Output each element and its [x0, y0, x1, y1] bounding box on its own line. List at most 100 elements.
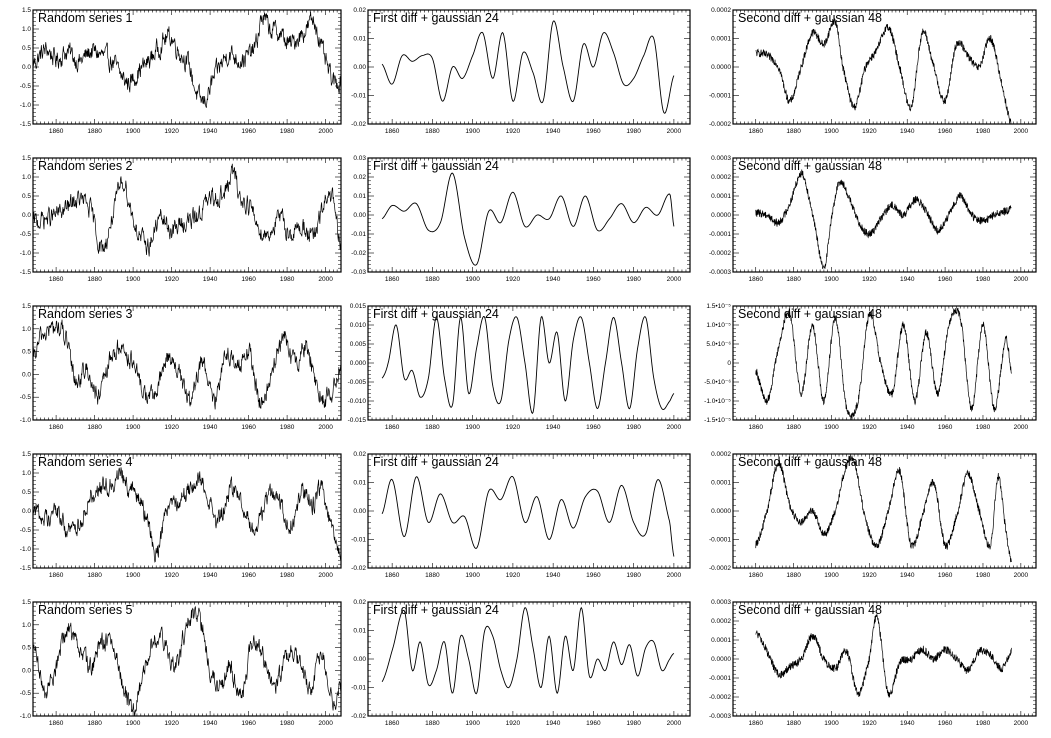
- panel-title: Second diff + gaussian 48: [738, 307, 882, 321]
- y-tick-label: 1.5: [22, 451, 31, 458]
- x-tick-label: 1860: [748, 128, 763, 135]
- y-tick-label: 0.5: [22, 489, 31, 496]
- x-tick-label: 1900: [824, 424, 839, 431]
- y-tick-label: 1.0: [22, 622, 31, 629]
- x-tick-label: 1880: [786, 424, 801, 431]
- x-tick-label: 2000: [667, 572, 682, 579]
- x-tick-label: 1920: [506, 276, 521, 283]
- y-tick-label: 0.0000: [711, 212, 731, 219]
- y-tick-label: -0.5: [20, 527, 32, 534]
- chart-panel-4-1: 1860 1880 1900 1920 1940 1960 1980 2000 -1.5 -1.0…: [20, 451, 342, 579]
- y-tick-label: 0.0002: [711, 618, 731, 625]
- x-tick-label: 1940: [203, 720, 218, 727]
- x-tick-label: 1880: [87, 276, 102, 283]
- y-tick-label: 1.0: [22, 326, 31, 333]
- x-tick-label: 1900: [824, 720, 839, 727]
- x-tick-label: 1920: [862, 572, 877, 579]
- y-tick-label: 0.01: [353, 480, 366, 487]
- y-tick-label: 0.0000: [711, 656, 731, 663]
- x-tick-label: 1880: [786, 128, 801, 135]
- x-tick-label: 1900: [824, 128, 839, 135]
- x-tick-label: 1960: [586, 424, 601, 431]
- y-tick-label: 0.0003: [711, 599, 731, 606]
- y-tick-label: -1.5•10⁻⁵: [704, 417, 731, 424]
- x-tick-label: 1860: [385, 572, 400, 579]
- panel-title: First diff + gaussian 24: [373, 455, 499, 469]
- x-tick-label: 1980: [626, 276, 641, 283]
- y-tick-label: -0.0003: [709, 713, 731, 720]
- x-tick-label: 1920: [506, 128, 521, 135]
- panel-title: First diff + gaussian 24: [373, 159, 499, 173]
- y-tick-label: -5.0•10⁻⁶: [704, 379, 731, 386]
- x-tick-label: 1980: [976, 128, 991, 135]
- y-tick-label: -0.0002: [709, 121, 731, 128]
- y-tick-label: 0.02: [353, 7, 366, 14]
- x-tick-label: 1860: [385, 128, 400, 135]
- x-tick-label: 1920: [862, 424, 877, 431]
- x-tick-label: 1860: [385, 720, 400, 727]
- x-tick-label: 2000: [1014, 572, 1029, 579]
- x-tick-label: 2000: [318, 128, 333, 135]
- chart-panel-1-1: 1860 1880 1900 1920 1940 1960 1980 2000 -1.5 -1.0…: [20, 7, 342, 135]
- x-tick-label: 1980: [626, 128, 641, 135]
- x-tick-label: 1900: [126, 720, 141, 727]
- y-tick-label: 0.0000: [711, 508, 731, 515]
- x-tick-label: 2000: [1014, 424, 1029, 431]
- y-tick-label: 0.010: [350, 322, 367, 329]
- plot-frame: [367, 453, 691, 569]
- x-tick-label: 1960: [586, 720, 601, 727]
- y-tick-label: 1.0: [22, 470, 31, 477]
- y-tick-label: -0.5: [20, 83, 32, 90]
- y-tick-label: 0.02: [353, 174, 366, 181]
- y-tick-label: 0.00: [353, 656, 366, 663]
- y-tick-label: 0.00: [353, 64, 366, 71]
- chart-panel-4-3: 1860 1880 1900 1920 1940 1960 1980 2000 -0.0002 -…: [709, 451, 1037, 579]
- x-tick-label: 1960: [241, 276, 256, 283]
- x-tick-label: 1940: [203, 128, 218, 135]
- y-tick-label: -1.5: [20, 121, 32, 128]
- x-tick-label: 1920: [506, 572, 521, 579]
- y-tick-label: 0.0001: [711, 36, 731, 43]
- series-line: [381, 172, 675, 266]
- plot-frame: [732, 601, 1037, 717]
- y-tick-label: 0.0000: [711, 64, 731, 71]
- series-line: [755, 17, 1012, 124]
- panel-title: Random series 4: [38, 455, 133, 469]
- y-tick-label: -1.0: [20, 417, 32, 424]
- panel-title: Second diff + gaussian 48: [738, 159, 882, 173]
- y-tick-label: -0.5: [20, 690, 32, 697]
- x-tick-label: 1960: [938, 424, 953, 431]
- chart-panel-5-3: 1860 1880 1900 1920 1940 1960 1980 2000 -0.0003 -…: [709, 599, 1037, 727]
- x-tick-label: 1860: [748, 572, 763, 579]
- panel-title: Random series 2: [38, 159, 133, 173]
- series-line: [33, 163, 341, 257]
- x-tick-label: 1880: [786, 720, 801, 727]
- y-tick-label: -0.5: [20, 394, 32, 401]
- x-tick-label: 1960: [938, 572, 953, 579]
- x-tick-label: 1860: [385, 424, 400, 431]
- y-tick-label: -0.0001: [709, 675, 731, 682]
- y-tick-label: 1.5: [22, 303, 31, 310]
- y-tick-label: -0.0002: [709, 694, 731, 701]
- x-tick-label: 1940: [203, 572, 218, 579]
- x-tick-label: 1900: [465, 276, 480, 283]
- chart-panel-3-2: 1860 1880 1900 1920 1940 1960 1980 2000 -0.015 -0…: [348, 303, 691, 431]
- y-tick-label: 0.02: [353, 451, 366, 458]
- panel-title: Second diff + gaussian 48: [738, 455, 882, 469]
- x-tick-label: 1900: [465, 424, 480, 431]
- series-line: [381, 315, 675, 415]
- y-tick-label: 0.0: [22, 371, 31, 378]
- x-tick-label: 2000: [318, 572, 333, 579]
- y-tick-label: 1.0•10⁻⁵: [706, 322, 731, 329]
- y-tick-label: 0.0003: [711, 155, 731, 162]
- x-tick-label: 1900: [126, 128, 141, 135]
- x-tick-label: 2000: [318, 720, 333, 727]
- chart-panel-2-1: 1860 1880 1900 1920 1940 1960 1980 2000 -1.5 -1.0…: [20, 155, 342, 283]
- x-tick-label: 1940: [203, 276, 218, 283]
- x-tick-label: 1920: [164, 128, 179, 135]
- x-tick-label: 1880: [425, 128, 440, 135]
- y-tick-label: 0.0001: [711, 193, 731, 200]
- x-tick-label: 2000: [667, 720, 682, 727]
- chart-panel-3-1: 1860 1880 1900 1920 1940 1960 1980 2000 -1.0 -0.5…: [20, 303, 342, 431]
